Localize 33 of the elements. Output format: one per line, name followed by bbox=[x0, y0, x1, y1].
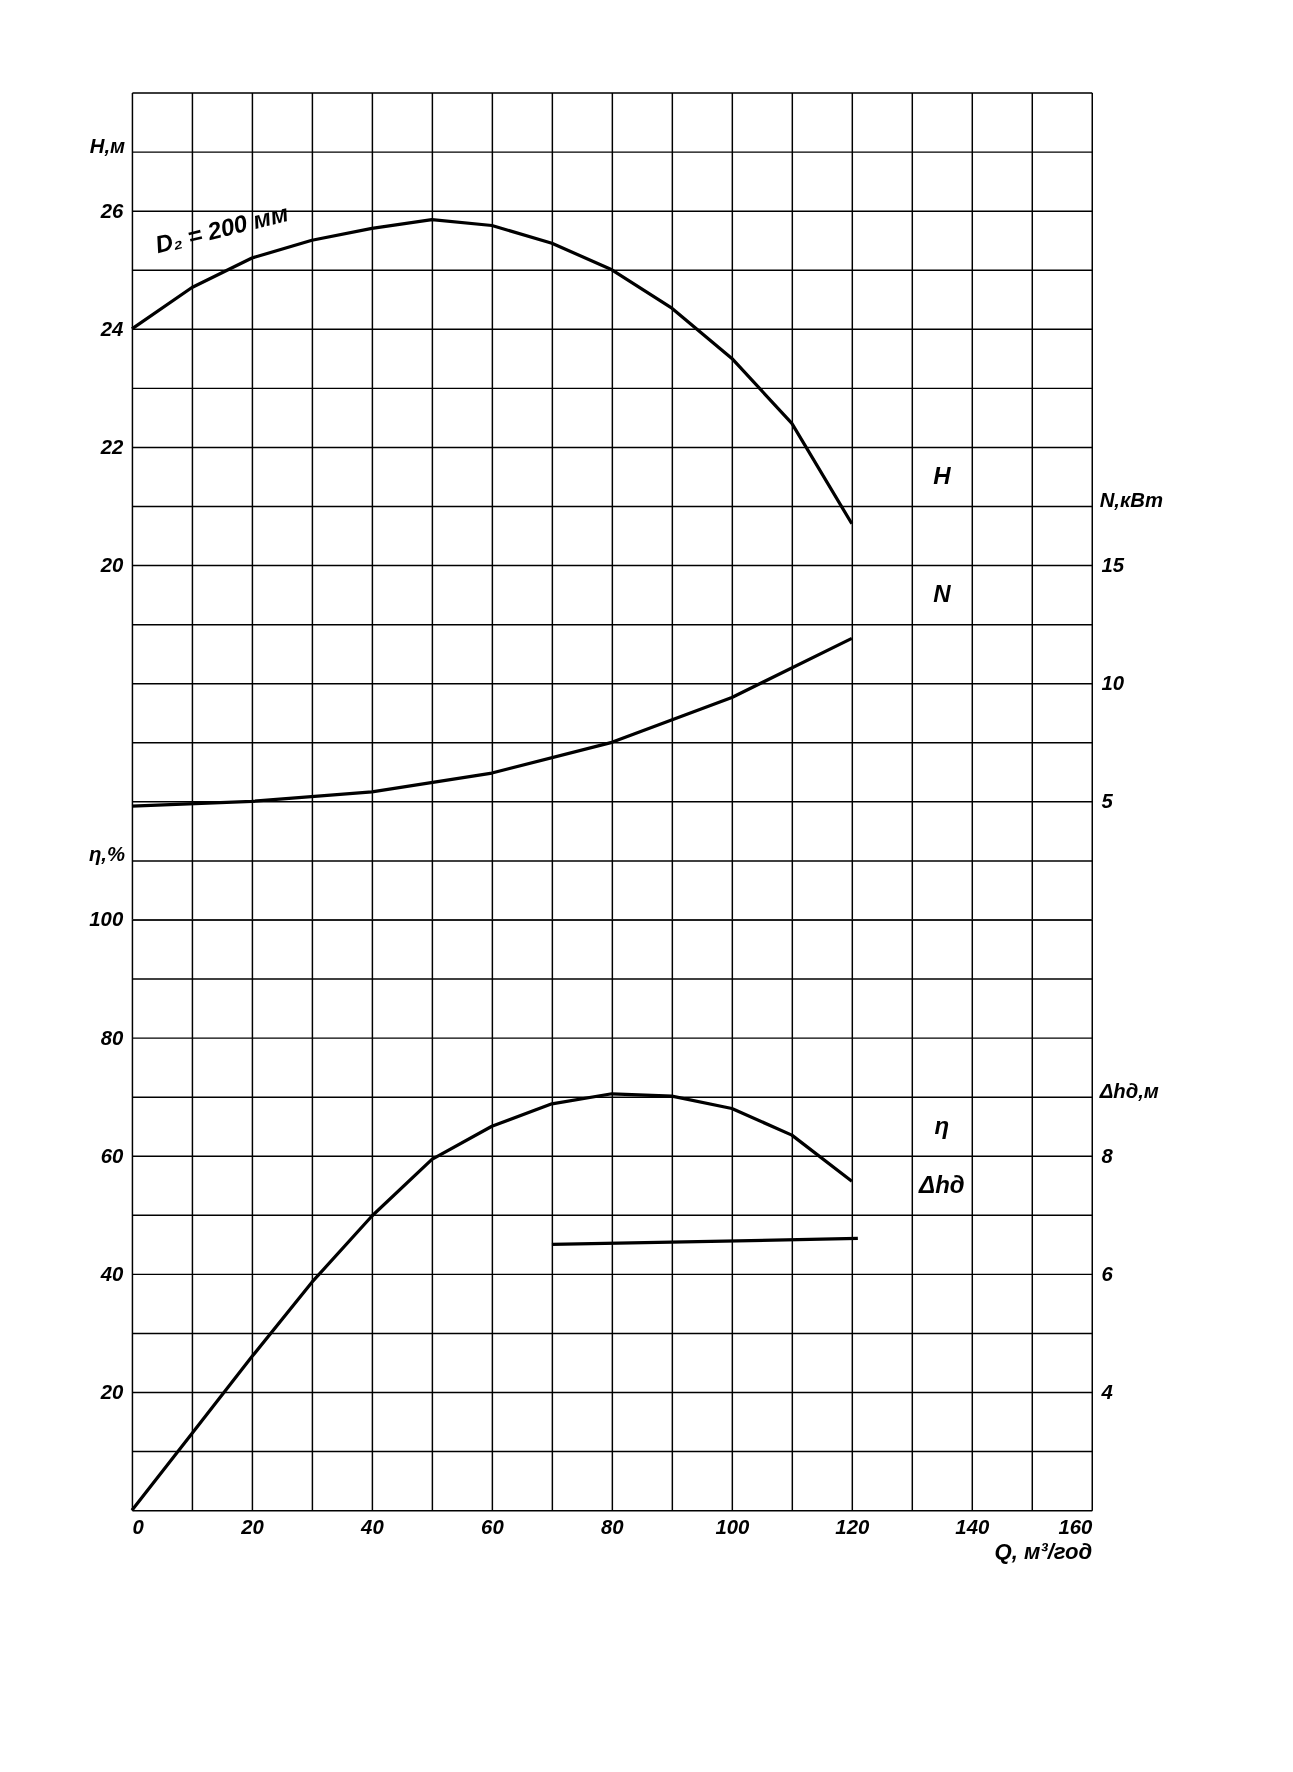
x-tick-label: 160 bbox=[1058, 1515, 1093, 1538]
y2-tick-label: 8 bbox=[1101, 1144, 1114, 1167]
text: Δhд bbox=[918, 1170, 965, 1198]
x-tick-label: 100 bbox=[715, 1515, 750, 1538]
x-axis-title: Q, м³/год bbox=[994, 1538, 1093, 1564]
x-tick-label: 140 bbox=[955, 1515, 990, 1538]
y-tick-label: 20 bbox=[99, 1380, 124, 1403]
y2-axis-title: N,кВт bbox=[1099, 489, 1163, 512]
y-tick-label: 26 bbox=[99, 199, 124, 222]
y2-tick-label: 5 bbox=[1101, 790, 1114, 813]
text: η bbox=[934, 1111, 950, 1139]
y-tick-label: 20 bbox=[99, 554, 124, 577]
y2-tick-label: 4 bbox=[1100, 1380, 1113, 1403]
y-tick-label: 60 bbox=[100, 1144, 124, 1167]
y-tick-label: 22 bbox=[99, 435, 124, 458]
y2-tick-label: 6 bbox=[1101, 1262, 1114, 1285]
y-axis-title: H,м bbox=[89, 134, 126, 157]
y2-tick-label: 15 bbox=[1101, 554, 1125, 577]
x-tick-label: 80 bbox=[601, 1515, 625, 1538]
y-tick-label: 40 bbox=[99, 1262, 124, 1285]
y-tick-label: 80 bbox=[100, 1026, 124, 1049]
x-tick-label: 120 bbox=[835, 1515, 870, 1538]
text: N bbox=[933, 580, 952, 608]
x-tick-label: 0 bbox=[132, 1515, 145, 1538]
y-axis-title: η,% bbox=[88, 843, 126, 866]
y-tick-label: 24 bbox=[99, 317, 124, 340]
x-tick-label: 40 bbox=[360, 1515, 385, 1538]
y2-tick-label: 10 bbox=[1101, 672, 1125, 695]
y-tick-label: 100 bbox=[89, 908, 124, 931]
y2-axis-title: Δhд,м bbox=[1098, 1079, 1159, 1102]
text: H bbox=[933, 461, 952, 489]
x-tick-label: 20 bbox=[240, 1515, 265, 1538]
x-tick-label: 60 bbox=[481, 1515, 505, 1538]
